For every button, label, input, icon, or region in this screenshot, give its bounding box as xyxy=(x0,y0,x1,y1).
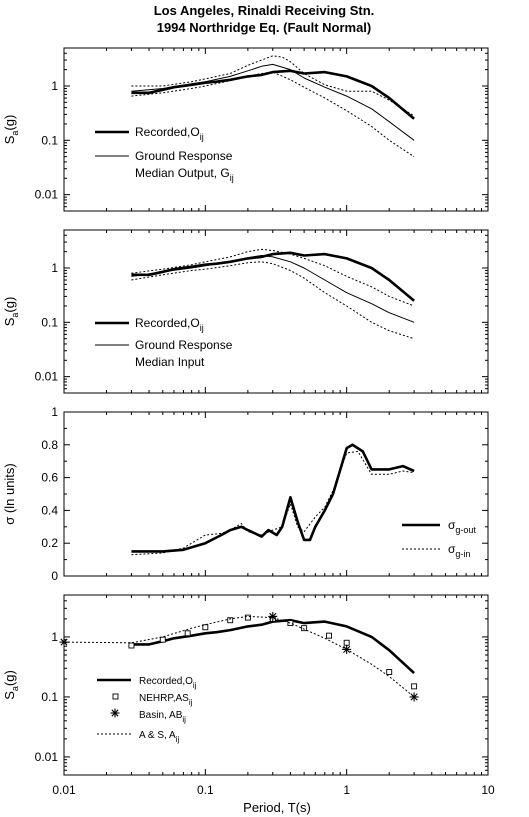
chart-panels: 0.01 0.1 1 Sa(g) Recorded,Oij Ground Response… xyxy=(2,47,495,797)
y-tick-label: 0.1 xyxy=(41,690,58,704)
y-tick-label: 1 xyxy=(51,630,58,644)
panel-frame xyxy=(63,411,489,577)
panel-a: 0.01 0.1 1 Sa(g) Recorded,Oij Ground Response… xyxy=(2,47,489,212)
legend-a: Recorded,Oij Ground Response Median Output… xyxy=(95,125,234,183)
series-b-2-line xyxy=(131,248,415,307)
legend-d: Recorded,Oij NEHRP,ASij Basin, ABij A & S, … xyxy=(97,676,197,744)
x-tick-label: 0.1 xyxy=(197,783,214,797)
legend-label: A & S, Aij xyxy=(139,730,179,744)
series-d-2-point xyxy=(409,692,419,702)
y-tick-label: 0.01 xyxy=(35,370,59,384)
panel-frame xyxy=(63,594,489,776)
chart-title-line2: 1994 Northridge Eq. (Fault Normal) xyxy=(157,20,372,35)
series-d-1-point xyxy=(301,625,308,632)
y-tick-label: 0.8 xyxy=(41,438,58,452)
legend-label: σg-in xyxy=(448,542,470,559)
series-b-3-line xyxy=(131,261,415,340)
panel-frame xyxy=(63,47,489,212)
legend-label: σg-out xyxy=(448,518,476,535)
x-tick-label: 10 xyxy=(481,783,495,797)
series-d-1-point xyxy=(326,632,332,639)
legend-label: Ground Response xyxy=(135,338,233,352)
series-d-1-point xyxy=(227,617,234,624)
y-tick-label: 0.01 xyxy=(35,750,59,764)
panel-frame xyxy=(63,229,489,394)
y-tick-label: 0.01 xyxy=(35,188,59,202)
series-d-0-line xyxy=(131,618,415,675)
series-d-1-point xyxy=(244,614,251,621)
panel-c: 0 0.2 0.4 0.6 0.8 1 σ (ln units) σg-out σg-in xyxy=(2,405,489,583)
y-tick-label: 0.1 xyxy=(41,133,58,147)
y-tick-label: 0.2 xyxy=(41,536,58,550)
y-axis-label: σ (ln units) xyxy=(2,463,17,524)
legend-label: Recorded,Oij xyxy=(135,316,204,333)
legend-label: Recorded,Oij xyxy=(135,125,204,142)
panel-b: 0.01 0.1 1 Sa(g) Recorded,Oij Ground Response… xyxy=(2,229,489,394)
series-d-1-point xyxy=(386,669,393,675)
y-tick-label: 1 xyxy=(51,79,58,93)
legend-label: Median Input xyxy=(135,355,205,369)
series-a-1-line xyxy=(131,63,415,141)
series-d-1-point xyxy=(159,636,166,643)
y-tick-label: 0 xyxy=(51,569,58,583)
y-tick-label: 0.1 xyxy=(41,315,58,329)
panel-d: 0.01 0.1 1 0.01 0.1 1 10 Sa(g) Recorded,Oij NEHRP… xyxy=(2,594,495,797)
series-d-1-point xyxy=(184,630,191,637)
legend-swatch xyxy=(112,693,119,700)
x-axis-label: Period, T(s) xyxy=(243,800,311,815)
series-a-0-line xyxy=(131,69,415,120)
series-b-1-line xyxy=(131,255,415,323)
legend-label: Median Output, Gij xyxy=(135,166,234,183)
series-c-0-line xyxy=(131,443,415,553)
series-d-2-point xyxy=(268,611,278,621)
y-axis-label: Sa(g) xyxy=(2,297,20,327)
y-tick-label: 0.4 xyxy=(41,503,58,517)
series-d-1-point xyxy=(343,639,350,646)
legend-label: Basin, ABij xyxy=(139,710,186,724)
legend-label: Recorded,Oij xyxy=(139,676,197,690)
legend-label: Ground Response xyxy=(135,149,233,163)
series-d-1-point xyxy=(202,624,209,631)
y-axis-label: Sa(g) xyxy=(2,115,20,145)
legend-swatch xyxy=(110,708,120,718)
legend-c: σg-out σg-in xyxy=(402,518,476,559)
y-tick-label: 0.6 xyxy=(41,471,58,485)
y-axis-label: Sa(g) xyxy=(2,670,20,700)
legend-label: NEHRP,ASij xyxy=(139,693,193,707)
y-tick-label: 1 xyxy=(51,405,58,419)
series-d-3-line xyxy=(63,615,415,698)
x-tick-label: 1 xyxy=(343,783,350,797)
chart-title-line1: Los Angeles, Rinaldi Receiving Stn. xyxy=(154,3,375,18)
series-d-1-point xyxy=(287,620,294,627)
legend-b: Recorded,Oij Ground Response Median Input xyxy=(95,316,233,369)
series-a-3-line xyxy=(131,71,415,158)
series-a-2-line xyxy=(131,55,415,117)
series-d-1-point xyxy=(411,683,418,690)
x-tick-label: 0.01 xyxy=(52,783,76,797)
y-tick-label: 1 xyxy=(51,261,58,275)
series-b-0-line xyxy=(131,251,415,302)
series-d-1-point xyxy=(128,642,135,649)
